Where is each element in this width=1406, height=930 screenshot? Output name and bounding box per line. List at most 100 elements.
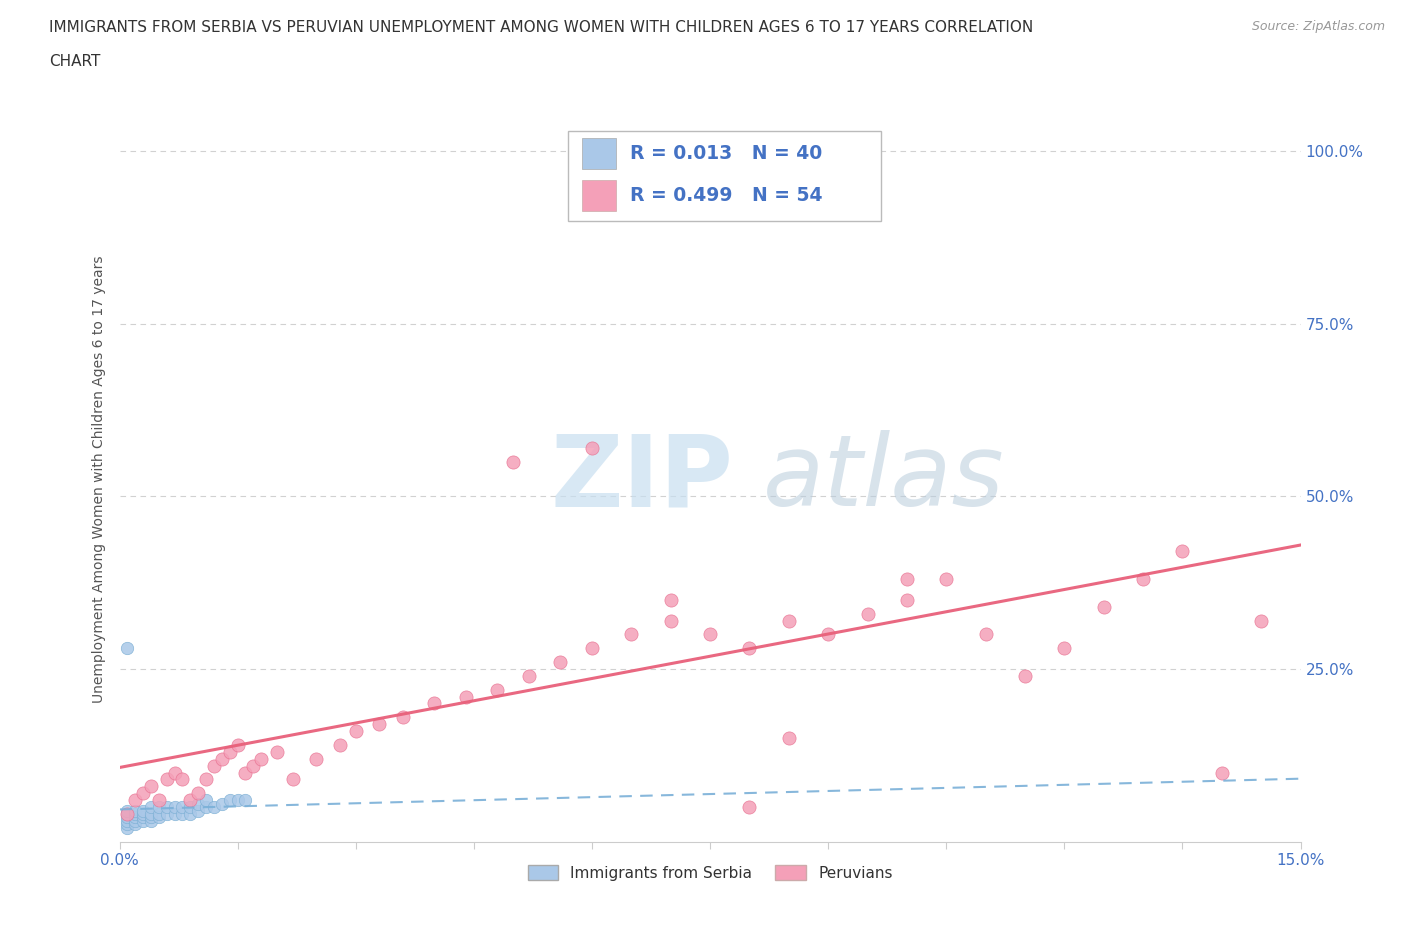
Point: [738, 641, 761, 656]
Text: atlas: atlas: [763, 431, 1005, 527]
Point: [659, 613, 682, 628]
Point: [738, 800, 761, 815]
Point: [132, 814, 155, 829]
Point: [250, 751, 273, 766]
Point: [117, 820, 139, 835]
Point: [344, 724, 367, 738]
Point: [187, 796, 209, 811]
Point: [163, 806, 186, 821]
Point: [211, 796, 233, 811]
Point: [124, 806, 146, 821]
Point: [305, 751, 328, 766]
Point: [195, 772, 218, 787]
Point: [502, 454, 524, 469]
Point: [139, 800, 162, 815]
Point: [148, 806, 170, 821]
Point: [195, 800, 218, 815]
FancyBboxPatch shape: [568, 131, 882, 221]
Point: [817, 627, 839, 642]
Point: [266, 744, 288, 759]
Point: [235, 765, 257, 780]
Point: [1053, 641, 1076, 656]
Point: [156, 772, 179, 787]
Point: [156, 806, 179, 821]
Point: [132, 786, 155, 801]
Point: [179, 800, 201, 815]
Point: [117, 810, 139, 825]
Point: [148, 792, 170, 807]
Point: [659, 592, 682, 607]
Point: [581, 641, 603, 656]
Point: [148, 800, 170, 815]
Point: [172, 800, 194, 815]
Point: [179, 806, 201, 821]
Point: [211, 751, 233, 766]
Point: [423, 696, 446, 711]
Point: [117, 806, 139, 821]
Point: [486, 683, 509, 698]
Point: [281, 772, 304, 787]
Point: [139, 810, 162, 825]
Point: [1132, 572, 1154, 587]
Point: [218, 792, 240, 807]
Point: [187, 804, 209, 818]
Point: [935, 572, 957, 587]
Y-axis label: Unemployment Among Women with Children Ages 6 to 17 years: Unemployment Among Women with Children A…: [93, 255, 107, 703]
Point: [172, 772, 194, 787]
Point: [124, 792, 146, 807]
Point: [1171, 544, 1194, 559]
Point: [117, 806, 139, 821]
Point: [392, 710, 415, 724]
Point: [517, 669, 540, 684]
Point: [117, 804, 139, 818]
Point: [226, 737, 249, 752]
Point: [124, 814, 146, 829]
Point: [896, 592, 918, 607]
Point: [156, 800, 179, 815]
Point: [1211, 765, 1233, 780]
Point: [1014, 669, 1036, 684]
Point: [218, 744, 240, 759]
Point: [699, 627, 721, 642]
Point: [139, 806, 162, 821]
Point: [550, 655, 572, 670]
Point: [896, 572, 918, 587]
Point: [139, 814, 162, 829]
Point: [242, 758, 264, 773]
Point: [124, 804, 146, 818]
Point: [163, 800, 186, 815]
FancyBboxPatch shape: [582, 139, 616, 169]
Point: [132, 806, 155, 821]
Point: [329, 737, 352, 752]
Point: [368, 717, 391, 732]
Point: [117, 641, 139, 656]
Point: [856, 606, 879, 621]
Point: [778, 613, 800, 628]
Point: [148, 810, 170, 825]
Point: [195, 792, 218, 807]
Point: [139, 779, 162, 794]
Point: [117, 814, 139, 829]
Point: [179, 792, 201, 807]
Text: Source: ZipAtlas.com: Source: ZipAtlas.com: [1251, 20, 1385, 33]
Point: [202, 800, 225, 815]
Text: IMMIGRANTS FROM SERBIA VS PERUVIAN UNEMPLOYMENT AMONG WOMEN WITH CHILDREN AGES 6: IMMIGRANTS FROM SERBIA VS PERUVIAN UNEMP…: [49, 20, 1033, 35]
Point: [202, 758, 225, 773]
Point: [454, 689, 477, 704]
Point: [172, 806, 194, 821]
Point: [974, 627, 997, 642]
Text: R = 0.013   N = 40: R = 0.013 N = 40: [630, 144, 823, 163]
Text: ZIP: ZIP: [551, 431, 734, 527]
Legend: Immigrants from Serbia, Peruvians: Immigrants from Serbia, Peruvians: [520, 857, 900, 888]
Point: [124, 817, 146, 831]
Point: [226, 792, 249, 807]
Point: [620, 627, 643, 642]
Point: [187, 786, 209, 801]
Point: [117, 817, 139, 831]
Point: [581, 441, 603, 456]
Point: [1250, 613, 1272, 628]
Point: [699, 192, 721, 206]
Point: [235, 792, 257, 807]
Text: CHART: CHART: [49, 54, 101, 69]
Point: [778, 731, 800, 746]
